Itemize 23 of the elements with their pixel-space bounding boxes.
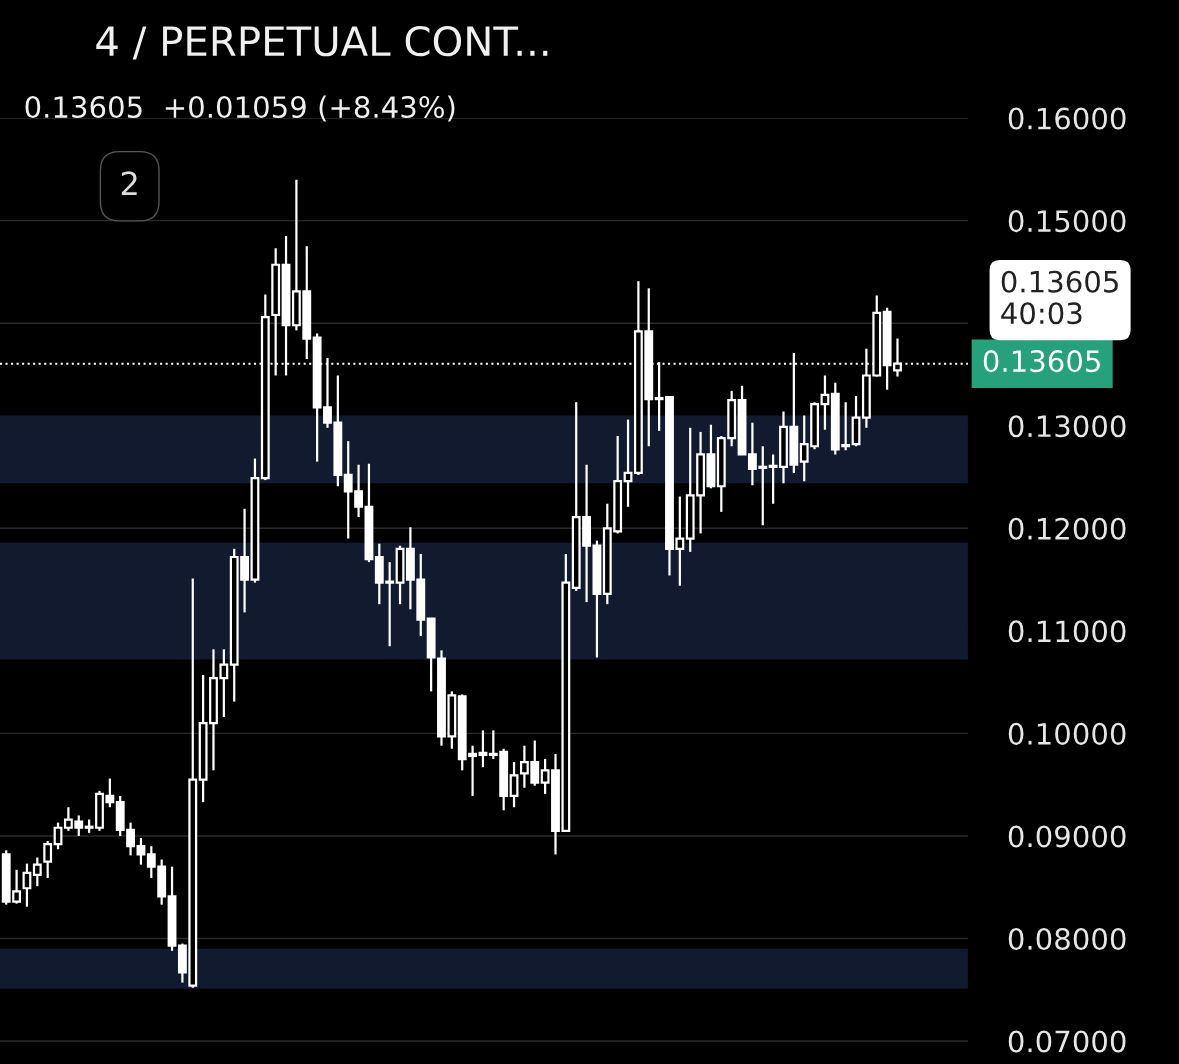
candlestick — [32, 856, 42, 888]
annotation: 2 — [121, 171, 137, 196]
y-tick-label: 0.08000 — [1008, 927, 1126, 950]
candlestick — [623, 418, 633, 508]
candlestick — [43, 839, 53, 880]
candlestick — [53, 821, 63, 851]
ref-line-label: 0.13605 — [983, 350, 1100, 373]
y-tick-label: 0.16000 — [1008, 107, 1126, 130]
y-tick-label: 0.11000 — [1008, 620, 1126, 643]
chart-title: 4 / PERPETUAL CONT... — [96, 25, 548, 60]
y-tick-label: 0.12000 — [1008, 517, 1126, 540]
y-tick-label: 0.07000 — [1008, 1030, 1126, 1053]
candlestick — [136, 836, 146, 866]
y-tick-label: 0.15000 — [1008, 210, 1126, 233]
candlestick — [509, 761, 519, 809]
y-tick-label: 0.10000 — [1008, 722, 1126, 745]
y-tick-label: 0.09000 — [1008, 825, 1126, 848]
candlestick — [820, 374, 830, 431]
candlestick — [22, 862, 32, 908]
chart-subtitle: 0.13605 +0.01059 (+8.43%) — [25, 95, 455, 122]
candlestick — [478, 729, 488, 769]
y-tick-label: 0.13000 — [1008, 415, 1126, 438]
text: 0.13605 40:03 — [1001, 270, 1118, 325]
